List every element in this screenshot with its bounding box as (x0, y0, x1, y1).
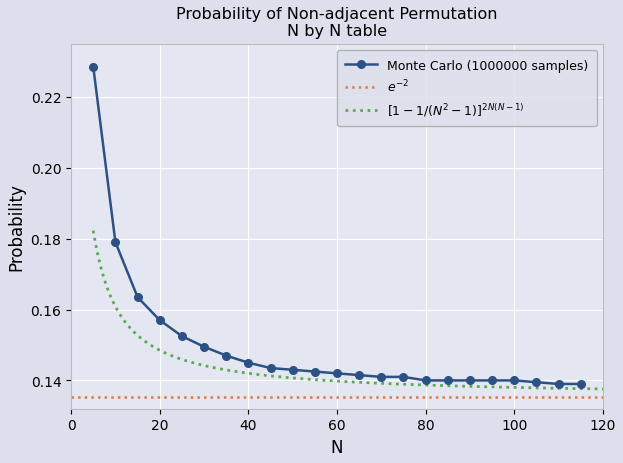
X-axis label: N: N (331, 438, 343, 456)
Title: Probability of Non-adjacent Permutation
N by N table: Probability of Non-adjacent Permutation … (176, 7, 498, 39)
Y-axis label: Probability: Probability (7, 183, 25, 270)
Legend: Monte Carlo (1000000 samples), $e^{-2}$, $[1 - 1/(N^2 - 1)]^{2N(N-1)}$: Monte Carlo (1000000 samples), $e^{-2}$,… (336, 51, 597, 127)
